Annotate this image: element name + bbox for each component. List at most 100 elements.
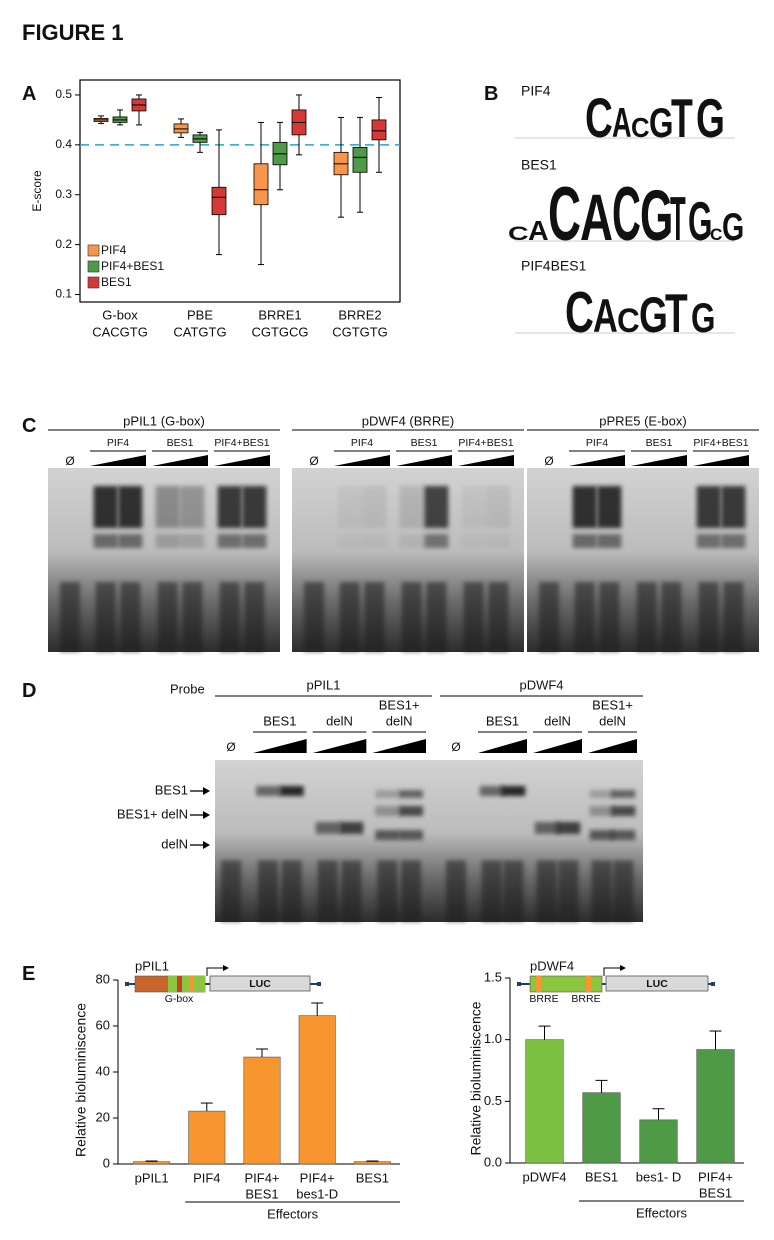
x-tick-label: PIF4+ xyxy=(698,1169,733,1184)
bar xyxy=(298,1015,336,1165)
logo-letter: A xyxy=(593,290,618,343)
promoter-name: pPIL1 xyxy=(135,958,169,973)
bar xyxy=(243,1056,281,1165)
gel-band xyxy=(242,486,267,528)
group-label: BES1+ xyxy=(592,697,633,712)
gel-band xyxy=(118,534,143,548)
x-tick-label: BES1 xyxy=(245,1186,278,1201)
free-probe xyxy=(636,582,657,652)
legend-label: BES1 xyxy=(101,275,132,289)
gel-band xyxy=(217,486,242,528)
free-probe xyxy=(364,582,385,652)
free-probe xyxy=(536,860,557,922)
x-tick-label: pPIL1 xyxy=(135,1170,169,1185)
probe-label: pPIL1 (G-box) xyxy=(123,413,205,428)
x-tick-sequence: CGTGCG xyxy=(251,324,308,339)
figure-title: FIGURE 1 xyxy=(22,20,123,45)
x-tick-label: BRRE2 xyxy=(338,307,381,322)
free-probe xyxy=(304,582,324,652)
y-tick-label: 0.3 xyxy=(55,187,72,201)
band-label: BES1 xyxy=(155,782,188,797)
band-arrowhead xyxy=(203,841,210,849)
box xyxy=(253,163,269,206)
x-tick-label: BES1 xyxy=(356,1170,389,1185)
promoter-segment xyxy=(168,976,205,992)
box xyxy=(211,186,227,216)
gel-band xyxy=(362,534,387,548)
probe-label: pDWF4 (BRRE) xyxy=(362,413,454,428)
x-tick-label: PBE xyxy=(187,307,213,322)
concentration-wedge xyxy=(396,455,452,466)
x-tick-label: G-box xyxy=(102,307,138,322)
logo-letter: C xyxy=(548,172,581,257)
logo-letter: G xyxy=(639,288,668,343)
gel-band xyxy=(155,486,180,528)
concentration-wedge xyxy=(693,455,749,466)
bar xyxy=(639,1119,678,1164)
logo-name: BES1 xyxy=(521,157,557,173)
logo-letter: A xyxy=(612,100,632,146)
gel-band xyxy=(461,486,486,528)
bar xyxy=(582,1092,621,1164)
free-probe xyxy=(60,582,80,652)
concentration-wedge xyxy=(533,739,582,753)
gel-band xyxy=(279,786,304,796)
free-probe xyxy=(120,582,141,652)
x-tick-label: BES1 xyxy=(585,1169,618,1184)
group-label: BES1 xyxy=(263,713,296,728)
free-probe xyxy=(698,582,719,652)
gel-band xyxy=(696,486,721,528)
gel-band xyxy=(556,822,581,834)
x-tick-sequence: CACGTG xyxy=(92,324,148,339)
logo-letter: T xyxy=(670,185,686,254)
group-label: PIF4+BES1 xyxy=(458,437,513,449)
element-label: BRRE xyxy=(529,993,558,1005)
gel-band xyxy=(398,806,423,816)
group-label: PIF4 xyxy=(351,437,373,449)
free-probe xyxy=(661,582,682,652)
logo-name: PIF4BES1 xyxy=(521,258,587,274)
x-tick-label: BES1 xyxy=(699,1185,732,1200)
y-tick-label: 80 xyxy=(96,971,110,986)
bar xyxy=(133,1161,171,1165)
group-label: BES1 xyxy=(486,713,519,728)
gel-band xyxy=(315,822,340,834)
element-label: BRRE xyxy=(571,993,600,1005)
free-probe xyxy=(503,860,524,922)
logo-letter: A xyxy=(528,215,549,245)
g-box-site xyxy=(177,976,182,992)
group-label: delN xyxy=(326,713,353,728)
logo-letter: C xyxy=(508,223,529,244)
null-lane-label: Ø xyxy=(309,454,318,468)
box xyxy=(371,119,387,141)
y-tick-label: 1.0 xyxy=(484,1031,502,1046)
logo-letter: C xyxy=(617,301,640,340)
reporter-box xyxy=(605,975,709,992)
free-probe xyxy=(221,860,241,922)
x-tick-sequence: CGTGTG xyxy=(332,324,388,339)
free-probe xyxy=(558,860,579,922)
free-probe xyxy=(317,860,338,922)
free-probe xyxy=(258,860,279,922)
group-label: PIF4+BES1 xyxy=(693,437,748,449)
free-probe xyxy=(377,860,398,922)
concentration-wedge xyxy=(334,455,390,466)
group-label: BES1 xyxy=(646,437,673,449)
box xyxy=(352,146,368,173)
legend-label: PIF4 xyxy=(101,243,127,257)
y-tick-label: 0.2 xyxy=(55,237,72,251)
bar xyxy=(188,1110,226,1165)
y-tick-label: 0.4 xyxy=(55,137,72,151)
tss-arrowhead xyxy=(620,965,626,971)
gel-band xyxy=(721,486,746,528)
logo-letter: A xyxy=(580,181,613,255)
free-probe xyxy=(339,582,360,652)
gel-band xyxy=(375,790,400,798)
free-probe xyxy=(401,582,422,652)
null-lane-label: Ø xyxy=(451,740,460,754)
logo-letter: T xyxy=(665,282,688,344)
gel-band xyxy=(589,790,614,798)
promoter-end xyxy=(125,982,129,986)
y-tick-label: 20 xyxy=(96,1109,110,1124)
logo-letter: G xyxy=(722,206,744,249)
